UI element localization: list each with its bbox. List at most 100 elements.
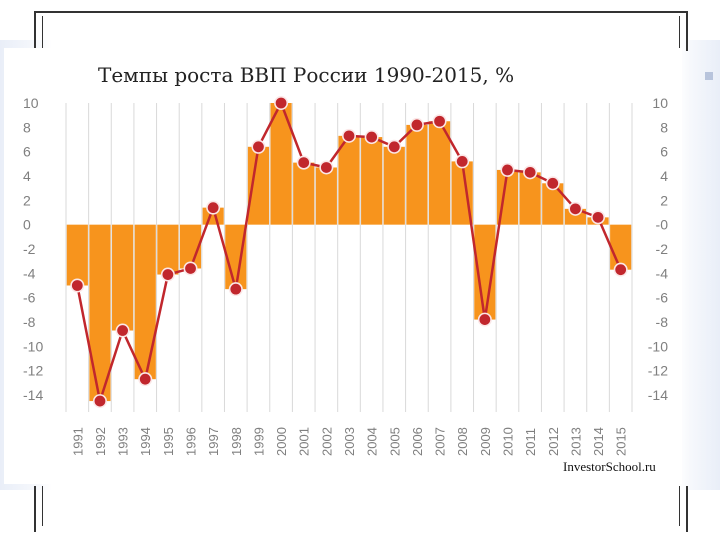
x-tick-label: 1997 bbox=[206, 427, 221, 456]
point-2012 bbox=[545, 176, 560, 191]
point-2009 bbox=[477, 312, 492, 327]
x-tick-label: 2005 bbox=[387, 427, 402, 456]
point-2006 bbox=[409, 117, 424, 132]
bar-2007 bbox=[428, 121, 451, 225]
bar-2000 bbox=[270, 103, 292, 225]
x-tick-label: 2011 bbox=[523, 428, 538, 456]
y-tick-left: -12 bbox=[23, 363, 43, 379]
y-tick-right: -6 bbox=[656, 290, 669, 306]
x-tick-label: 2006 bbox=[410, 427, 425, 456]
x-tick-label: 1995 bbox=[161, 427, 176, 456]
bar-2005 bbox=[383, 146, 405, 225]
y-tick-left: 6 bbox=[23, 144, 31, 160]
y-tick-left: 10 bbox=[23, 95, 39, 111]
frame-left-inner bbox=[42, 16, 43, 51]
x-tick-label: 1998 bbox=[229, 427, 244, 456]
bar-2008 bbox=[451, 161, 473, 225]
frame-right-inner bbox=[679, 16, 680, 51]
y-tick-right: -0 bbox=[656, 217, 669, 233]
bar-1994 bbox=[134, 224, 156, 380]
y-tick-right: -8 bbox=[656, 314, 669, 330]
frame-left-outer bbox=[34, 11, 36, 51]
point-2010 bbox=[500, 162, 515, 177]
bar-2001 bbox=[293, 162, 315, 225]
frame-bottom-left-outer bbox=[34, 486, 36, 532]
x-tick-label: 2013 bbox=[568, 427, 583, 456]
point-2011 bbox=[523, 165, 538, 180]
point-1995 bbox=[160, 267, 175, 282]
x-tick-label: 2010 bbox=[500, 427, 515, 456]
point-1994 bbox=[138, 372, 153, 387]
point-2008 bbox=[455, 154, 470, 169]
x-tick-label: 2001 bbox=[297, 427, 312, 456]
x-tick-label: 2009 bbox=[478, 427, 493, 456]
point-1997 bbox=[206, 200, 221, 215]
y-tick-right: -10 bbox=[648, 338, 668, 354]
bullet-square-icon bbox=[705, 72, 713, 80]
x-tick-label: 1992 bbox=[93, 427, 108, 456]
point-2004 bbox=[364, 130, 379, 145]
point-1999 bbox=[251, 139, 266, 154]
frame-right-outer bbox=[686, 11, 688, 51]
chart-title: Темпы роста ВВП России 1990-2015, % bbox=[98, 63, 515, 87]
point-2001 bbox=[296, 155, 311, 170]
source-watermark: InvestorSchool.ru bbox=[563, 459, 656, 474]
y-tick-left: -8 bbox=[23, 314, 36, 330]
x-tick-label: 2002 bbox=[319, 427, 334, 456]
bar-2009 bbox=[474, 224, 496, 320]
right-decor-band bbox=[678, 40, 720, 490]
x-tick-label: 2000 bbox=[274, 427, 289, 456]
y-tick-left: 2 bbox=[23, 192, 31, 208]
point-2014 bbox=[591, 210, 606, 225]
x-tick-label: 2008 bbox=[455, 427, 470, 456]
point-2002 bbox=[319, 160, 334, 175]
y-tick-right: 10 bbox=[652, 95, 668, 111]
point-1998 bbox=[228, 282, 243, 297]
bar-1995 bbox=[157, 224, 179, 275]
x-tick-label: 2003 bbox=[342, 427, 357, 456]
x-tick-label: 1991 bbox=[70, 427, 85, 456]
bar-2006 bbox=[406, 124, 428, 225]
bar-1993 bbox=[112, 224, 134, 331]
y-tick-left: -14 bbox=[23, 387, 43, 403]
y-tick-left: -2 bbox=[23, 241, 36, 257]
y-tick-right: 4 bbox=[660, 168, 668, 184]
y-tick-right: 6 bbox=[660, 144, 668, 160]
y-tick-left: 0 bbox=[23, 217, 31, 233]
y-tick-left: -6 bbox=[23, 290, 36, 306]
frame-bottom-right-outer bbox=[686, 486, 688, 532]
frame-top-line bbox=[34, 11, 688, 13]
x-tick-label: 2014 bbox=[591, 427, 606, 456]
point-2000 bbox=[274, 96, 289, 111]
point-1996 bbox=[183, 261, 198, 276]
y-tick-right: -4 bbox=[656, 265, 669, 281]
x-tick-label: 2004 bbox=[365, 427, 380, 456]
x-tick-label: 2007 bbox=[433, 427, 448, 456]
bar-2004 bbox=[361, 137, 383, 225]
point-2015 bbox=[613, 262, 628, 277]
bar-2003 bbox=[338, 135, 360, 225]
point-2005 bbox=[387, 139, 402, 154]
bar-2011 bbox=[519, 172, 541, 225]
point-2007 bbox=[432, 114, 447, 129]
y-tick-right: 8 bbox=[660, 119, 668, 135]
bar-2002 bbox=[315, 167, 337, 225]
point-1991 bbox=[70, 278, 85, 293]
x-tick-label: 2015 bbox=[614, 427, 629, 456]
x-tick-label: 1994 bbox=[138, 427, 153, 456]
y-tick-right: -2 bbox=[656, 241, 669, 257]
point-2003 bbox=[341, 128, 356, 143]
x-tick-label: 1999 bbox=[251, 427, 266, 456]
point-1992 bbox=[92, 394, 107, 409]
point-2013 bbox=[568, 201, 583, 216]
bar-1992 bbox=[89, 224, 111, 402]
frame-bottom-right-inner bbox=[679, 486, 680, 526]
y-tick-right: -14 bbox=[648, 387, 668, 403]
bar-2012 bbox=[542, 183, 564, 225]
x-tick-label: 1996 bbox=[184, 427, 199, 456]
y-tick-left: 4 bbox=[23, 168, 31, 184]
y-tick-left: 8 bbox=[23, 119, 31, 135]
frame-bottom-left-inner bbox=[42, 486, 43, 526]
point-1993 bbox=[115, 323, 130, 338]
